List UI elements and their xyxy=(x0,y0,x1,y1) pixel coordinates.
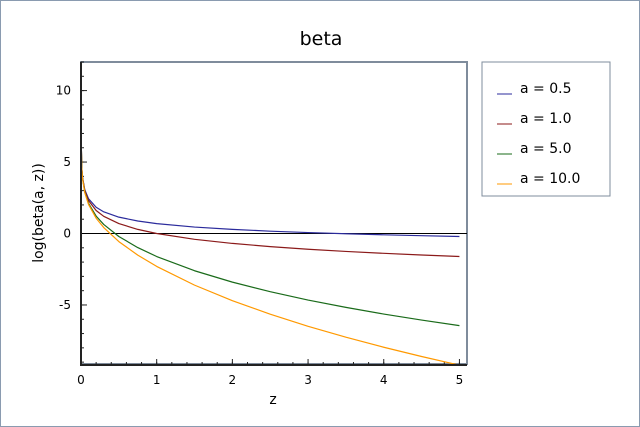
x-tick-label: 5 xyxy=(456,373,464,387)
plot-area xyxy=(80,61,468,365)
series-line-4 xyxy=(80,101,460,366)
x-tick-label: 2 xyxy=(229,373,237,387)
y-axis-label: log(beta(a, z)) xyxy=(31,163,47,263)
x-axis-label: z xyxy=(269,392,276,408)
x-tick-label: 3 xyxy=(304,373,312,387)
legend xyxy=(481,61,611,197)
y-tick-label: 5 xyxy=(63,155,71,169)
x-tick-label: 4 xyxy=(380,373,388,387)
x-tick-label: 0 xyxy=(77,373,85,387)
legend-label: a = 0.5 xyxy=(520,81,571,97)
chart-title: beta xyxy=(300,28,343,50)
y-tick-label: 10 xyxy=(56,84,71,98)
y-tick-label: -5 xyxy=(59,298,71,312)
x-tick-label: 1 xyxy=(153,373,161,387)
y-tick-label: 0 xyxy=(63,227,71,241)
legend-label: a = 5.0 xyxy=(520,141,571,157)
legend-label: a = 1.0 xyxy=(520,111,571,127)
legend-label: a = 10.0 xyxy=(520,171,580,187)
